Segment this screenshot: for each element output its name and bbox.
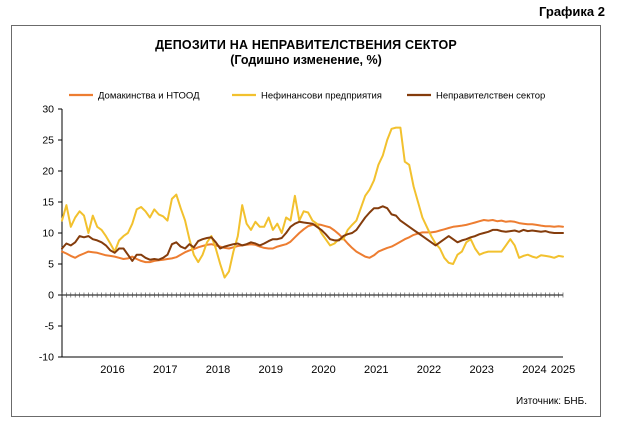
chart-title: ДЕПОЗИТИ НА НЕПРАВИТЕЛСТВЕНИЯ СЕКТОР: [155, 38, 457, 52]
x-tick-label: 2016: [100, 364, 124, 376]
series-line-2: [61, 126, 564, 279]
line-chart: Домакинства и НТООД Нефинансови предприят…: [39, 91, 575, 377]
series-line-3: [61, 205, 564, 262]
y-tick-label: -10: [39, 352, 54, 364]
chart-subtitle: (Годишно изменение, %): [230, 53, 382, 67]
x-tick-label: 2021: [364, 364, 388, 376]
legend-label-1: Домакинства и НТООД: [98, 91, 200, 102]
x-axis: 2016 2017 2018 2019 2020 2021 2022 2023 2024 2025: [61, 292, 575, 376]
y-tick-label: 20: [42, 166, 54, 178]
plot-lines: [61, 126, 564, 279]
x-tick-label: 2019: [259, 364, 283, 376]
y-tick-label: 5: [48, 259, 54, 271]
x-tick-label: 2022: [417, 364, 441, 376]
chart-frame: ДЕПОЗИТИ НА НЕПРАВИТЕЛСТВЕНИЯ СЕКТОР (Го…: [11, 25, 601, 417]
chart-legend: Домакинства и НТООД Нефинансови предприят…: [69, 91, 545, 102]
x-tick-label: 2024: [522, 364, 546, 376]
y-tick-label: 15: [42, 197, 54, 209]
y-tick-label: 10: [42, 228, 54, 240]
chart-number-label: Графика 2: [539, 4, 605, 19]
x-tick-label: 2018: [206, 364, 230, 376]
x-tick-label: 2020: [311, 364, 335, 376]
y-tick-label: 25: [42, 135, 54, 147]
source-note: Източник: БНБ.: [516, 396, 587, 407]
y-tick-label: 0: [48, 290, 54, 302]
legend-label-2: Нефинансови предприятия: [261, 91, 382, 102]
legend-label-3: Неправителствен сектор: [436, 91, 545, 102]
x-tick-label: 2025: [551, 364, 575, 376]
y-tick-label: -5: [45, 321, 54, 333]
x-tick-label: 2023: [469, 364, 493, 376]
y-axis: -10 -5 0 5 10 15 20 25 30: [39, 104, 63, 364]
x-tick-label: 2017: [153, 364, 177, 376]
y-tick-label: 30: [42, 104, 54, 116]
